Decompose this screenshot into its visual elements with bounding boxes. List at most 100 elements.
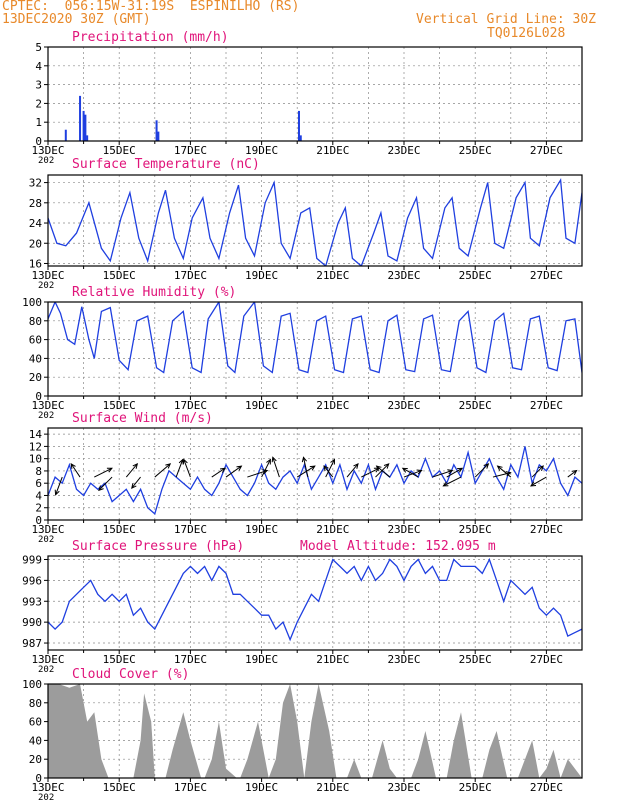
wind-arrow-head bbox=[483, 463, 490, 469]
precip-bar bbox=[155, 120, 158, 141]
y-tick-label: 24 bbox=[29, 217, 43, 230]
x-year-stub: 202 bbox=[38, 411, 54, 421]
y-tick-label: 3 bbox=[35, 79, 42, 92]
y-tick-label: 999 bbox=[22, 553, 42, 566]
wind-arrow bbox=[402, 467, 419, 478]
wind-arrow-head bbox=[70, 462, 76, 469]
wind-arrow-head bbox=[182, 458, 188, 465]
wind-arrow-head bbox=[106, 467, 113, 473]
wind-arrow bbox=[154, 463, 171, 478]
x-tick-label: 23DEC bbox=[387, 523, 420, 536]
x-tick-label: 21DEC bbox=[316, 144, 349, 157]
x-tick-label: 15DEC bbox=[103, 523, 136, 536]
y-tick-label: 1 bbox=[35, 116, 42, 129]
x-tick-label: 15DEC bbox=[103, 781, 136, 794]
wind-arrow bbox=[492, 472, 511, 478]
y-tick-label: 8 bbox=[35, 465, 42, 478]
y-tick-label: 2 bbox=[35, 97, 42, 110]
precip-bar bbox=[84, 114, 87, 141]
y-tick-label: 987 bbox=[22, 637, 42, 650]
wind-arrow bbox=[530, 476, 547, 487]
wind-arrow-head bbox=[323, 465, 329, 472]
x-tick-label: 15DEC bbox=[103, 399, 136, 412]
cloud-frame bbox=[47, 683, 583, 779]
wind-arrow bbox=[296, 465, 316, 478]
precip-bar bbox=[86, 135, 89, 141]
y-tick-label: 0 bbox=[35, 772, 42, 785]
x-year-stub: 202 bbox=[38, 281, 54, 291]
y-tick-label: 60 bbox=[29, 334, 42, 347]
wind-arrow bbox=[272, 457, 280, 478]
x-tick-label: 19DEC bbox=[245, 781, 278, 794]
x-tick-label: 13DEC bbox=[31, 269, 64, 282]
x-tick-label: 19DEC bbox=[245, 144, 278, 157]
y-tick-label: 0 bbox=[35, 514, 42, 527]
wind-arrow-head bbox=[219, 467, 226, 473]
precip-bar bbox=[79, 95, 82, 141]
header-coordinates: 056:15W-31:19S ESPINILHO (RS) bbox=[64, 0, 300, 14]
x-tick-label: 19DEC bbox=[245, 653, 278, 666]
cloud-area bbox=[48, 684, 582, 778]
y-tick-label: 12 bbox=[29, 440, 42, 453]
wind-arrow bbox=[325, 459, 335, 478]
header-source: CPTEC: bbox=[2, 0, 49, 14]
x-tick-label: 13DEC bbox=[31, 781, 64, 794]
wind-arrow-head bbox=[401, 467, 408, 473]
cloud-panel: 0 20 40 60 80 100 13DEC 15DEC 17DEC 19DEC 21DEC 23D… bbox=[22, 667, 583, 800]
x-tick-label: 13DEC bbox=[31, 523, 64, 536]
wind-arrow bbox=[376, 465, 391, 478]
wind-arrow-head bbox=[496, 465, 503, 471]
header-location: CPTEC: 056:15W-31:19S ESPINILHO (RS) bbox=[2, 0, 299, 14]
precip-title: Precipitation (mm/h) bbox=[72, 30, 229, 45]
wind-arrow bbox=[346, 463, 359, 478]
wind-arrow-head bbox=[457, 467, 464, 473]
y-tick-label: 32 bbox=[29, 177, 42, 190]
y-tick-label: 2 bbox=[35, 502, 42, 515]
y-tick-label: 4 bbox=[35, 489, 42, 502]
y-tick-label: 80 bbox=[29, 697, 42, 710]
wind-arrow-head bbox=[538, 465, 545, 471]
wind-arrow-head bbox=[98, 485, 104, 492]
precip-bar bbox=[64, 129, 67, 141]
precip-bar bbox=[157, 131, 160, 141]
header-run-time: 13DEC2020 30Z (GMT) bbox=[2, 12, 151, 27]
y-tick-label: 100 bbox=[22, 678, 42, 691]
wind-arrow bbox=[98, 476, 113, 491]
x-tick-label: 19DEC bbox=[245, 399, 278, 412]
y-tick-label: 0 bbox=[35, 135, 42, 148]
wind-arrow-head bbox=[383, 463, 390, 469]
temp-series-line bbox=[48, 178, 582, 266]
wind-arrow-head bbox=[442, 481, 449, 487]
x-tick-label: 13DEC bbox=[31, 144, 64, 157]
wind-arrow bbox=[443, 476, 462, 487]
y-tick-label: 40 bbox=[29, 734, 42, 747]
wind-arrow bbox=[323, 465, 334, 478]
y-tick-label: 20 bbox=[29, 371, 42, 384]
x-year-stub: 202 bbox=[38, 793, 54, 800]
wind-arrow bbox=[432, 469, 453, 478]
y-tick-label: 28 bbox=[29, 197, 42, 210]
wind-arrow-head bbox=[271, 456, 277, 463]
x-year-stub: 202 bbox=[38, 665, 54, 675]
x-tick-label: 27DEC bbox=[530, 399, 563, 412]
x-tick-label: 13DEC bbox=[31, 399, 64, 412]
wind-arrow bbox=[225, 465, 242, 478]
wind-arrow-head bbox=[353, 463, 359, 469]
x-tick-label: 25DEC bbox=[459, 399, 492, 412]
pres-series-line bbox=[48, 557, 582, 642]
rh-title: Relative Humidity (%) bbox=[72, 285, 236, 300]
x-tick-label: 17DEC bbox=[174, 523, 207, 536]
x-tick-label: 23DEC bbox=[387, 269, 420, 282]
header-code: TQ0126L028 bbox=[487, 26, 566, 41]
y-tick-label: 10 bbox=[29, 453, 42, 466]
x-tick-label: 19DEC bbox=[245, 523, 278, 536]
x-tick-label: 17DEC bbox=[174, 399, 207, 412]
x-tick-label: 27DEC bbox=[530, 269, 563, 282]
x-tick-label: 27DEC bbox=[530, 144, 563, 157]
y-tick-label: 14 bbox=[29, 428, 43, 441]
x-tick-label: 25DEC bbox=[459, 269, 492, 282]
wind-arrow-head bbox=[301, 456, 307, 463]
y-tick-label: 6 bbox=[35, 477, 42, 490]
